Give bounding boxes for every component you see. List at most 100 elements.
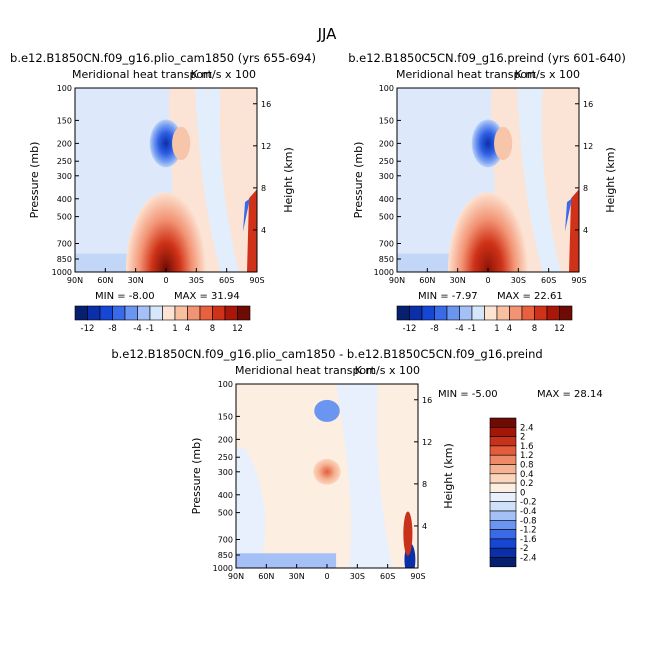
polar-positive-cell — [403, 511, 413, 556]
panel-3-plot: 90N 60N 30N 0 30S 60S 90S 100 150 200 250 300 400 500… — [213, 380, 433, 581]
panel-2: b.e12.B1850C5CN.f09_g16.preind (yrs 601-… — [348, 51, 626, 334]
panel-3-y2label: Height (km) — [442, 443, 455, 509]
colorbar-swatch — [489, 436, 517, 447]
colorbar-label: 1 — [494, 324, 499, 334]
colorbar-label: 2 — [520, 433, 525, 443]
panel-1-plot: 90N 60N 30N 0 30S 60S 90S 100 150 200 250 300 400 500… — [52, 84, 272, 285]
y2-tick-label: 12 — [583, 142, 593, 151]
x-tick-label: 30N — [450, 276, 466, 285]
y-tick-label: 150 — [57, 116, 72, 125]
y-tick-label: 200 — [379, 139, 394, 148]
x-tick-label: 0 — [324, 572, 329, 581]
panel-1-ylabel: Pressure (mb) — [28, 142, 41, 219]
y-tick-label: 250 — [379, 157, 394, 166]
colorbar-swatch — [162, 305, 176, 321]
positive-cell — [494, 126, 513, 160]
colorbar-swatch — [489, 492, 517, 502]
colorbar-label: -1.2 — [520, 526, 537, 536]
y-tick-label: 150 — [218, 412, 233, 421]
colorbar-label: -8 — [108, 324, 116, 334]
x-tick-label: 30S — [350, 572, 365, 581]
colorbar-label: 4 — [185, 324, 190, 334]
colorbar-swatch — [496, 305, 510, 321]
y2-tick-label: 8 — [583, 184, 588, 193]
colorbar-label: -4 — [133, 324, 141, 334]
x-tick-label: 90S — [571, 276, 586, 285]
panel-1-field — [75, 88, 257, 272]
y2-tick-label: 8 — [422, 480, 427, 489]
y-tick-label: 300 — [218, 468, 233, 477]
y2-tick-label: 16 — [583, 100, 593, 109]
weak-negative-band — [195, 88, 239, 272]
panel-1-y2label: Height (km) — [282, 147, 295, 213]
colorbar-swatch — [174, 305, 188, 321]
y-tick-label: 1000 — [374, 268, 394, 277]
x-tick-label: 90S — [249, 276, 264, 285]
panel-1-max-label: MAX = 31.94 — [174, 291, 240, 302]
northern-negative-band — [236, 448, 266, 568]
y-tick-label: 850 — [57, 255, 72, 264]
colorbar-swatch — [489, 510, 517, 521]
polar-positive — [247, 189, 257, 272]
y2-tick-label: 16 — [422, 396, 432, 405]
colorbar-swatch — [124, 305, 138, 321]
colorbar-label: 8 — [210, 324, 215, 334]
y-tick-label: 150 — [379, 116, 394, 125]
panel-1-subtitle: Meridional heat transport — [72, 68, 213, 81]
y-tick-label: 500 — [57, 213, 72, 222]
colorbar-label: -4 — [455, 324, 463, 334]
colorbar-swatch — [546, 305, 560, 321]
colorbar-swatch — [237, 305, 251, 321]
y2-tick-label: 4 — [583, 226, 588, 235]
x-tick-label: 60N — [258, 572, 274, 581]
colorbar-label: 0 — [520, 488, 525, 498]
colorbar-swatch — [112, 305, 126, 321]
colorbar-label: 4 — [507, 324, 512, 334]
colorbar-label: 0.4 — [520, 470, 534, 480]
colorbar-swatch — [559, 305, 573, 321]
panel-3-subtitle: Meridional heat transport — [235, 364, 376, 377]
colorbar-swatch — [489, 557, 517, 568]
y-tick-label: 1000 — [213, 564, 233, 573]
colorbar-swatch — [396, 305, 410, 321]
weak-negative-band — [517, 88, 561, 272]
colorbar-swatch — [409, 305, 423, 321]
colorbar-swatch — [149, 305, 163, 321]
colorbar-swatch — [74, 305, 88, 321]
colorbar-swatch — [489, 445, 517, 456]
y2-tick-label: 8 — [261, 184, 266, 193]
y-tick-label: 400 — [379, 195, 394, 204]
panel-2-units: K m/s x 100 — [515, 68, 580, 81]
panel-2-ylabel: Pressure (mb) — [352, 142, 365, 219]
colorbar-swatch — [489, 454, 517, 465]
panel-3-title: b.e12.B1850CN.f09_g16.plio_cam1850 - b.e… — [111, 347, 542, 361]
x-tick-label: 30S — [511, 276, 526, 285]
colorbar-label: -2 — [520, 544, 528, 554]
colorbar-swatch — [489, 473, 517, 484]
panel-2-colorbar: -12 -8 -4 -1 1 4 8 12 — [396, 305, 573, 334]
x-tick-label: 0 — [485, 276, 490, 285]
colorbar-swatch — [489, 417, 517, 428]
y-tick-label: 300 — [57, 172, 72, 181]
y-tick-label: 700 — [379, 239, 394, 248]
minimum-cell — [149, 119, 183, 168]
y-tick-label: 100 — [379, 84, 394, 93]
y-tick-label: 400 — [218, 491, 233, 500]
polar-negative — [243, 198, 250, 232]
panel-2-min-label: MIN = -7.97 — [418, 291, 478, 302]
panel-3: b.e12.B1850CN.f09_g16.plio_cam1850 - b.e… — [111, 347, 602, 581]
colorbar-label: -0.8 — [520, 516, 537, 526]
maximum-cell — [447, 192, 529, 272]
x-tick-label: 60S — [541, 276, 556, 285]
x-tick-label: 30N — [128, 276, 144, 285]
x-tick-label: 90N — [228, 572, 244, 581]
polar-negative — [565, 198, 572, 232]
colorbar-swatch — [489, 538, 517, 549]
x-tick-label: 90N — [67, 276, 83, 285]
colorbar-swatch — [99, 305, 113, 321]
polar-positive — [569, 189, 579, 272]
y-tick-label: 400 — [57, 195, 72, 204]
y2-tick-label: 4 — [261, 226, 266, 235]
panel-2-subtitle: Meridional heat transport — [396, 68, 537, 81]
